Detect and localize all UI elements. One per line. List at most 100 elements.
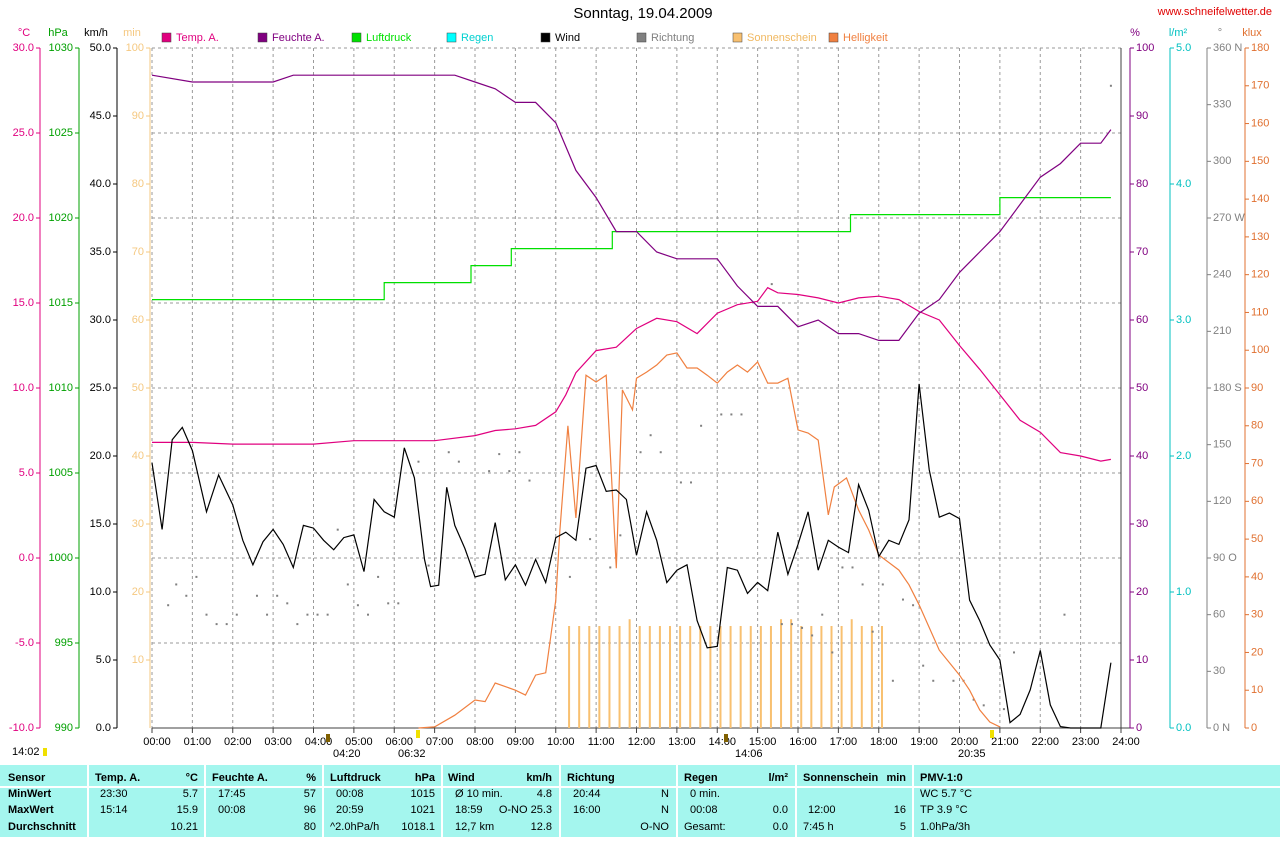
y-tick-label: 0 (1136, 722, 1142, 734)
legend-swatch (257, 32, 268, 43)
y-tick-label: 1030 (49, 42, 73, 54)
y-tick-label: 1010 (49, 382, 73, 394)
y-tick-label: 140 (1251, 193, 1269, 205)
annotation-marker (990, 730, 994, 738)
y-tick-label: 1000 (49, 552, 73, 564)
y-tick-label: 70 (1251, 457, 1263, 469)
sunshine-bar (769, 626, 772, 728)
table-cell: ^2.0hPa/h (330, 821, 379, 833)
sunshine-bar (739, 626, 742, 728)
table-cell: O-NO 25.3 (499, 804, 552, 816)
legend-label: Wind (555, 32, 580, 44)
annotation: 14:06 (735, 748, 763, 760)
y-tick-label: 180 S (1213, 382, 1242, 394)
sunshine-bar (880, 626, 883, 728)
y-tick-label: 30 (1213, 665, 1225, 677)
table-cell: 1.0hPa/3h (920, 821, 970, 833)
direction-point (730, 413, 733, 416)
sunshine-bar (820, 626, 823, 728)
legend-label: Helligkeit (843, 32, 888, 44)
legend-label: Temp. A. (176, 32, 219, 44)
table-cell: 5 (900, 821, 906, 833)
direction-point (205, 613, 208, 616)
sunshine-bar (628, 619, 631, 728)
sunshine-bar (790, 619, 793, 728)
direction-point (326, 613, 329, 616)
table-cell: 57 (304, 788, 316, 800)
table-header: °C (186, 772, 198, 784)
legend-swatch (540, 32, 551, 43)
direction-point (982, 704, 985, 707)
y-tick-label: 10.0 (13, 382, 34, 394)
sunshine-bar (709, 626, 712, 728)
annotation: 20:35 (958, 748, 986, 760)
y-tick-label: 10 (1136, 654, 1148, 666)
y-axis-title: hPa (48, 27, 68, 39)
y-tick-label: 1020 (49, 212, 73, 224)
table-cell: 5.7 (183, 788, 198, 800)
table-cell: 0 min. (690, 788, 720, 800)
y-tick-label: 60 (132, 314, 144, 326)
direction-point (286, 602, 289, 605)
sunshine-bar (749, 626, 752, 728)
table-cell: 17:45 (218, 788, 246, 800)
series-line (151, 74, 1112, 341)
y-tick-label: 80 (1251, 420, 1263, 432)
sunshine-bar (648, 626, 651, 728)
y-tick-label: 130 (1251, 231, 1269, 243)
y-tick-label: 40.0 (90, 178, 111, 190)
x-tick-label: 17:00 (830, 736, 858, 748)
y-tick-label: 2.0 (1176, 450, 1191, 462)
y-tick-label: 20.0 (13, 212, 34, 224)
y-tick-label: 100 (1251, 344, 1269, 356)
direction-point (276, 594, 279, 597)
direction-point (851, 566, 854, 569)
direction-point (770, 283, 773, 286)
direction-point (690, 481, 693, 484)
y-tick-label: 0 (1251, 722, 1257, 734)
y-tick-label: 90 (1251, 382, 1263, 394)
direction-point (225, 623, 228, 626)
sunshine-bar (840, 626, 843, 728)
direction-point (568, 575, 571, 578)
annotation-marker (416, 730, 420, 738)
table-cell: 12,7 km (455, 821, 494, 833)
direction-point (346, 583, 349, 586)
y-tick-label: 60 (1136, 314, 1148, 326)
annotation-marker (43, 748, 47, 756)
y-axis-title: °C (18, 27, 30, 39)
y-tick-label: 1015 (49, 297, 73, 309)
y-tick-label: 300 (1213, 155, 1231, 167)
sunshine-bar (729, 626, 732, 728)
source: www.schneifelwetter.de (1157, 6, 1272, 18)
table-cell: 10.21 (170, 821, 198, 833)
direction-point (508, 470, 511, 473)
direction-point (841, 566, 844, 569)
sunshine-bar (860, 626, 863, 728)
direction-point (609, 566, 612, 569)
direction-point (306, 613, 309, 616)
direction-point (215, 623, 218, 626)
sunshine-bar (618, 626, 621, 728)
y-tick-label: 90 (132, 110, 144, 122)
y-tick-label: 40 (1251, 571, 1263, 583)
y-tick-label: 40 (132, 450, 144, 462)
sunshine-bar (830, 626, 833, 728)
sunshine-bar (780, 619, 783, 728)
y-axis-title: % (1130, 27, 1140, 39)
y-tick-label: 120 (1251, 269, 1269, 281)
y-axis-title: min (123, 27, 141, 39)
direction-point (488, 470, 491, 473)
sunshine-bar (850, 619, 853, 728)
x-tick-label: 13:00 (668, 736, 696, 748)
y-tick-label: 60 (1251, 495, 1263, 507)
direction-point (255, 594, 258, 597)
x-tick-label: 12:00 (628, 736, 656, 748)
y-tick-label: 90 (1136, 110, 1148, 122)
x-tick-label: 15:00 (749, 736, 777, 748)
direction-point (821, 613, 824, 616)
direction-point (922, 664, 925, 667)
table-cell: TP 3.9 °C (920, 804, 968, 816)
sunshine-bar (679, 626, 682, 728)
y-tick-label: 30 (1136, 518, 1148, 530)
